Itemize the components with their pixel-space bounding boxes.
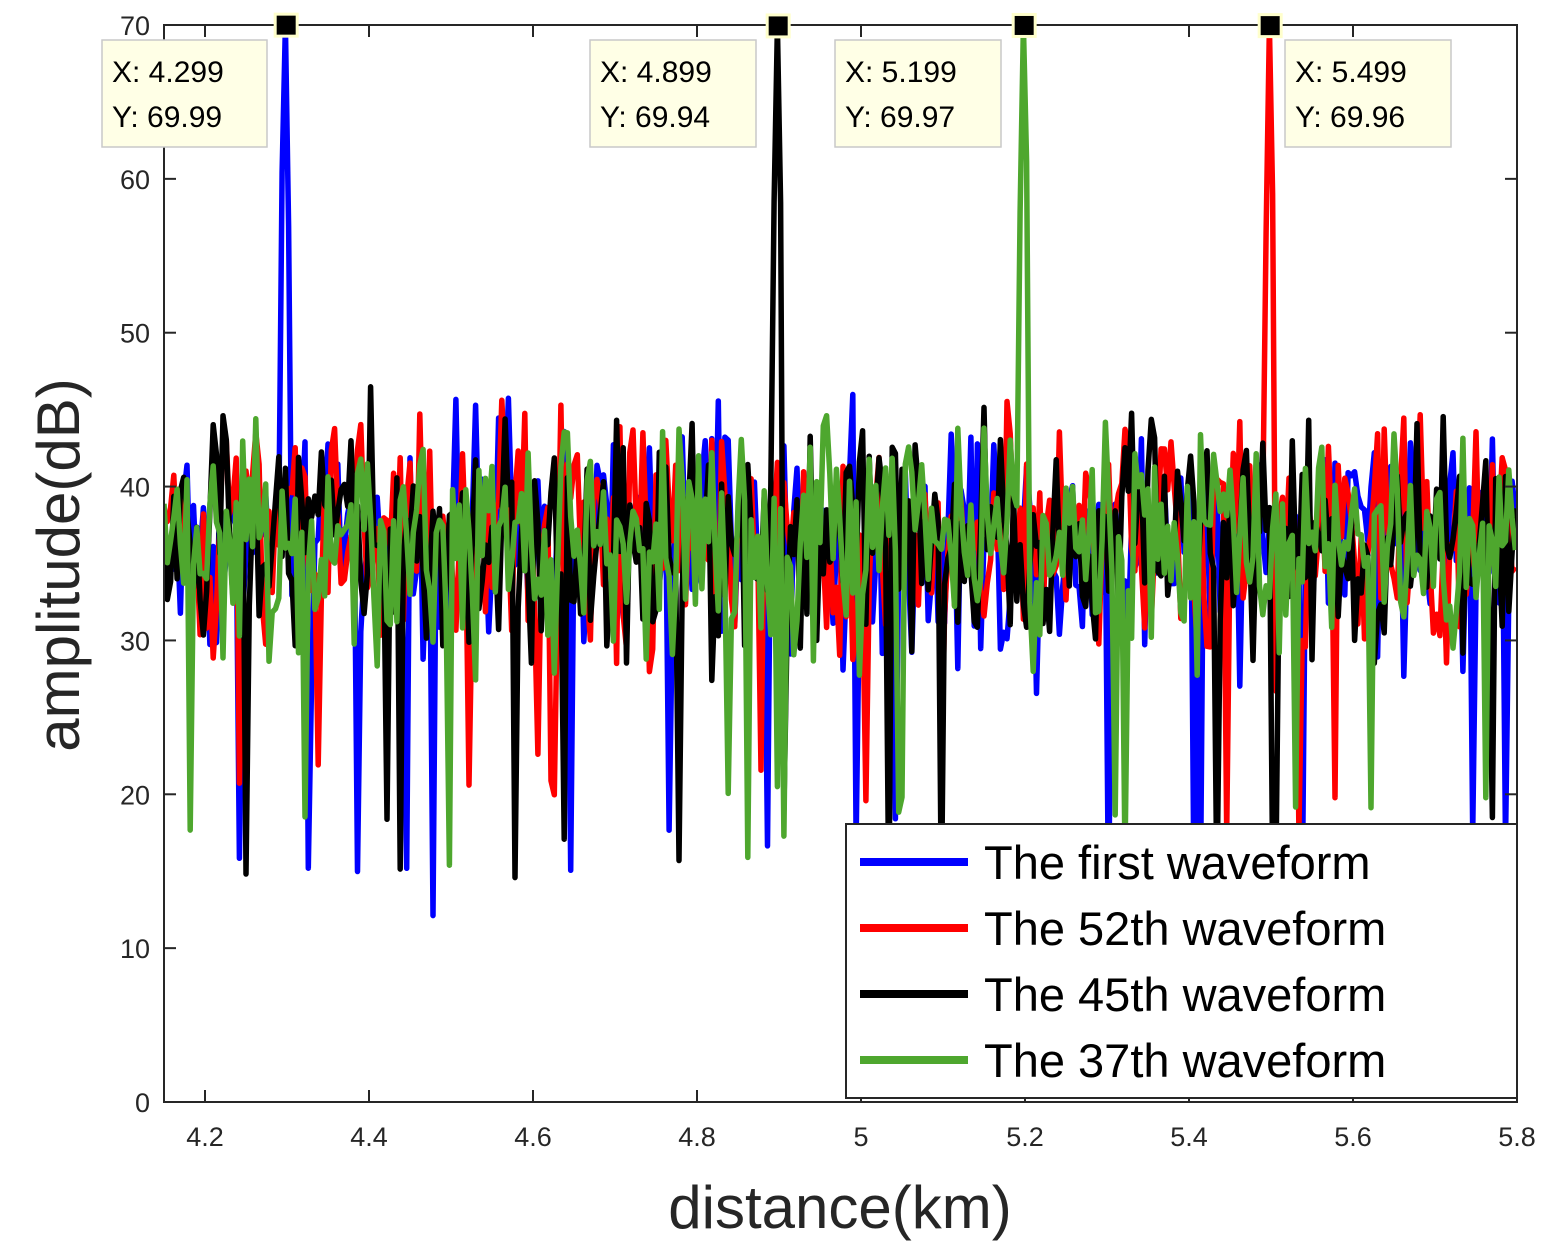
legend: The first waveform The 52th waveform The 4… <box>845 823 1518 1099</box>
legend-label: The 45th waveform <box>984 968 1386 1021</box>
x-tick-label: 4.6 <box>514 1122 552 1152</box>
datatip[interactable]: X: 5.499 Y: 69.96 <box>1257 13 1452 148</box>
series-layer <box>164 25 1517 919</box>
legend-label: The 52th waveform <box>984 902 1386 955</box>
x-tick-label: 5.8 <box>1498 1122 1536 1152</box>
x-tick-label: 5.4 <box>1170 1122 1208 1152</box>
datatip-x-label: X: 5.199 <box>845 56 957 89</box>
datatip-y-label: Y: 69.96 <box>1295 101 1405 134</box>
datatip-box <box>834 39 1002 148</box>
datatip[interactable]: X: 5.199 Y: 69.97 <box>834 12 1037 148</box>
datatip-x-label: X: 5.499 <box>1295 56 1407 89</box>
x-tick-label: 4.8 <box>678 1122 716 1152</box>
legend-item[interactable]: The 45th waveform <box>860 968 1386 1021</box>
legend-label: The first waveform <box>984 836 1371 889</box>
x-tick-label: 5.6 <box>1334 1122 1372 1152</box>
datatip-marker[interactable] <box>1257 13 1283 39</box>
legend-item[interactable]: The 37th waveform <box>860 1034 1386 1087</box>
legend-box <box>845 823 1518 1099</box>
x-tick-label: 4.4 <box>350 1122 388 1152</box>
x-axis-label: distance(km) <box>668 1174 1011 1241</box>
legend-item[interactable]: The 52th waveform <box>860 902 1386 955</box>
x-tick-label: 5 <box>853 1122 868 1152</box>
series-line-4 <box>164 25 1517 868</box>
datatip-marker[interactable] <box>765 13 791 39</box>
datatip-y-label: Y: 69.94 <box>600 101 710 134</box>
legend-label: The 37th waveform <box>984 1034 1386 1087</box>
datatip-box <box>589 39 757 148</box>
ticks-layer: 4.2 4.4 4.6 4.8 5 5.2 5.4 5.6 5.8 0 10 20 30 40 50 60 70 <box>120 11 1536 1152</box>
x-tick-label: 4.2 <box>186 1122 224 1152</box>
x-tick-label: 5.2 <box>1006 1122 1044 1152</box>
datatip[interactable]: X: 4.299 Y: 69.99 <box>101 12 299 148</box>
y-tick-label: 70 <box>120 11 150 41</box>
y-tick-label: 30 <box>120 626 150 656</box>
axes-frame <box>163 24 1518 1103</box>
datatip-y-label: Y: 69.99 <box>112 101 222 134</box>
y-tick-label: 40 <box>120 473 150 503</box>
datatips-layer: X: 4.299 Y: 69.99 X: 4.899 Y: 69.94 X: 5.199… <box>101 12 1452 148</box>
datatip-y-label: Y: 69.97 <box>845 101 955 134</box>
datatip-box <box>1284 39 1452 148</box>
datatip-marker[interactable] <box>1011 12 1037 38</box>
y-tick-label: 60 <box>120 165 150 195</box>
datatip-x-label: X: 4.899 <box>600 56 712 89</box>
datatip-marker[interactable] <box>273 12 299 38</box>
y-tick-label: 10 <box>120 934 150 964</box>
y-tick-label: 50 <box>120 319 150 349</box>
y-axis-label: amplitude(dB) <box>25 378 92 752</box>
datatip-box <box>101 39 268 148</box>
datatip[interactable]: X: 4.899 Y: 69.94 <box>589 13 791 148</box>
y-tick-label: 0 <box>135 1088 150 1118</box>
legend-item[interactable]: The first waveform <box>860 836 1371 889</box>
datatip-x-label: X: 4.299 <box>112 56 224 89</box>
y-tick-label: 20 <box>120 780 150 810</box>
